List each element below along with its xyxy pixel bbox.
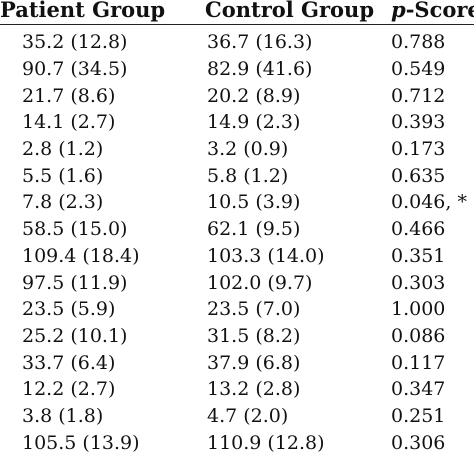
- cell-patient-group: 12.2 (2.7): [22, 378, 116, 401]
- cell-control-group: 62.1 (9.5): [207, 218, 301, 241]
- cell-patient-group: 23.5 (5.9): [22, 298, 116, 321]
- header-patient-group: Patient Group: [0, 0, 166, 22]
- table-row: 5.5 (1.6) 5.8 (1.2) 0.635: [0, 162, 474, 189]
- table-row: 21.7 (8.6) 20.2 (8.9) 0.712: [0, 82, 474, 109]
- table-row: 105.5 (13.9) 110.9 (12.8) 0.306: [0, 429, 474, 456]
- cell-control-group: 82.9 (41.6): [207, 58, 313, 81]
- cell-patient-group: 7.8 (2.3): [22, 191, 104, 214]
- table-row: 97.5 (11.9) 102.0 (9.7) 0.303: [0, 269, 474, 296]
- table-row: 35.2 (12.8) 36.7 (16.3) 0.788: [0, 25, 474, 56]
- header-p-rest: -Score: [405, 0, 474, 22]
- cell-p-score: 0.251: [391, 404, 446, 427]
- header-p-score: p-Score: [391, 0, 474, 25]
- table-row: 90.7 (34.5) 82.9 (41.6) 0.549: [0, 56, 474, 83]
- cell-patient-group: 2.8 (1.2): [22, 138, 104, 161]
- cell-p-score: 0.046, *: [391, 191, 467, 214]
- cell-p-score: 0.347: [391, 378, 446, 401]
- cell-p-score: 0.635: [391, 164, 446, 187]
- cell-control-group: 13.2 (2.8): [207, 378, 301, 401]
- cell-control-group: 36.7 (16.3): [207, 31, 313, 54]
- cell-p-score: 0.303: [391, 271, 446, 294]
- cell-patient-group: 21.7 (8.6): [22, 84, 116, 107]
- cell-control-group: 110.9 (12.8): [207, 431, 325, 454]
- cell-p-score: 1.000: [391, 298, 446, 321]
- table-row: 33.7 (6.4) 37.9 (6.8) 0.117: [0, 349, 474, 376]
- table-row: 7.8 (2.3) 10.5 (3.9) 0.046, *: [0, 189, 474, 216]
- cell-control-group: 31.5 (8.2): [207, 324, 301, 347]
- cell-patient-group: 5.5 (1.6): [22, 164, 104, 187]
- header-p-italic: p: [391, 0, 406, 22]
- cell-control-group: 103.3 (14.0): [207, 244, 325, 267]
- cell-p-score: 0.549: [391, 58, 446, 81]
- table-row: 23.5 (5.9) 23.5 (7.0) 1.000: [0, 296, 474, 323]
- cell-p-score: 0.173: [391, 138, 446, 161]
- cell-patient-group: 35.2 (12.8): [22, 31, 128, 54]
- results-table-container: Patient Group Control Group p-Score 35.2…: [0, 0, 474, 457]
- cell-control-group: 10.5 (3.9): [207, 191, 301, 214]
- table-body: 35.2 (12.8) 36.7 (16.3) 0.788 90.7 (34.5) 82…: [0, 25, 474, 457]
- cell-control-group: 3.2 (0.9): [207, 138, 289, 161]
- results-table: Patient Group Control Group p-Score 35.2…: [0, 0, 474, 457]
- table-row: 109.4 (18.4) 103.3 (14.0) 0.351: [0, 243, 474, 270]
- table-header-row: Patient Group Control Group p-Score: [0, 0, 474, 25]
- cell-p-score: 0.117: [391, 351, 446, 374]
- table-row: 58.5 (15.0) 62.1 (9.5) 0.466: [0, 216, 474, 243]
- cell-p-score: 0.466: [391, 218, 446, 241]
- cell-patient-group: 58.5 (15.0): [22, 218, 128, 241]
- table-row: 12.2 (2.7) 13.2 (2.8) 0.347: [0, 376, 474, 403]
- table-row: 3.8 (1.8) 4.7 (2.0) 0.251: [0, 403, 474, 430]
- cell-control-group: 23.5 (7.0): [207, 298, 301, 321]
- cell-patient-group: 109.4 (18.4): [22, 244, 140, 267]
- table-row: 2.8 (1.2) 3.2 (0.9) 0.173: [0, 136, 474, 163]
- cell-patient-group: 105.5 (13.9): [22, 431, 140, 454]
- cell-p-score: 0.393: [391, 111, 446, 134]
- cell-p-score: 0.788: [391, 31, 446, 54]
- cell-p-score: 0.306: [391, 431, 446, 454]
- cell-control-group: 14.9 (2.3): [207, 111, 301, 134]
- cell-patient-group: 3.8 (1.8): [22, 404, 104, 427]
- cell-control-group: 37.9 (6.8): [207, 351, 301, 374]
- table-row: 25.2 (10.1) 31.5 (8.2) 0.086: [0, 323, 474, 350]
- header-control-group: Control Group: [205, 0, 375, 22]
- cell-p-score: 0.712: [391, 84, 446, 107]
- cell-patient-group: 90.7 (34.5): [22, 58, 128, 81]
- cell-control-group: 102.0 (9.7): [207, 271, 313, 294]
- table-row: 14.1 (2.7) 14.9 (2.3) 0.393: [0, 109, 474, 136]
- cell-patient-group: 97.5 (11.9): [22, 271, 128, 294]
- cell-control-group: 5.8 (1.2): [207, 164, 289, 187]
- cell-patient-group: 14.1 (2.7): [22, 111, 116, 134]
- cell-p-score: 0.351: [391, 244, 446, 267]
- cell-patient-group: 33.7 (6.4): [22, 351, 116, 374]
- cell-patient-group: 25.2 (10.1): [22, 324, 128, 347]
- cell-control-group: 20.2 (8.9): [207, 84, 301, 107]
- cell-control-group: 4.7 (2.0): [207, 404, 289, 427]
- cell-p-score: 0.086: [391, 324, 446, 347]
